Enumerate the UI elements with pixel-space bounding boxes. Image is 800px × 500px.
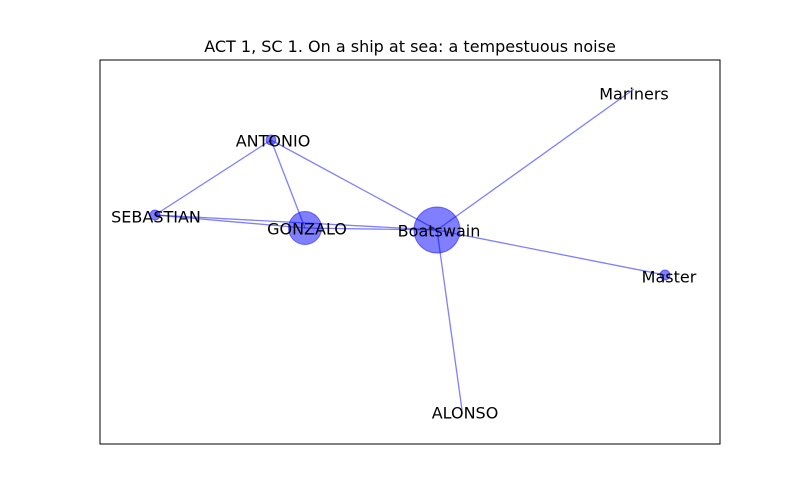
- diagram-title: ACT 1, SC 1. On a ship at sea: a tempest…: [204, 37, 616, 56]
- edge-boatswain-antonio: [270, 139, 438, 231]
- node-sebastian: [149, 209, 161, 221]
- edge-boatswain-alonso: [436, 229, 463, 411]
- node-label-sebastian: SEBASTIAN: [111, 208, 201, 227]
- edges-layer: [154, 88, 666, 411]
- node-label-gonzalo: GONZALO: [267, 220, 347, 239]
- edge-gonzalo-sebastian: [154, 214, 306, 229]
- edge-antonio-sebastian: [154, 139, 272, 216]
- edge-boatswain-master: [436, 229, 666, 276]
- nodes-layer: [149, 134, 671, 281]
- node-label-boatswain: Boatswain: [398, 222, 481, 241]
- node-gonzalo: [288, 211, 322, 245]
- node-master: [659, 269, 671, 281]
- node-label-alonso: ALONSO: [432, 404, 499, 423]
- node-label-mariners: Mariners: [599, 85, 669, 104]
- plot-frame: [99, 59, 721, 445]
- node-label-antonio: ANTONIO: [236, 132, 311, 151]
- labels-layer: Boatswain GONZALO ANTONIO SEBASTIAN Mariners…: [111, 85, 697, 423]
- node-antonio: [265, 134, 277, 146]
- node-boatswain: [413, 206, 461, 254]
- node-label-master: Master: [642, 268, 697, 287]
- edge-boatswain-mariners: [436, 88, 635, 231]
